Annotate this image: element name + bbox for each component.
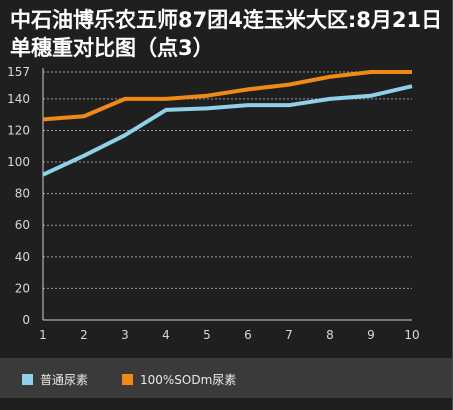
x-tick-label: 7 (285, 328, 293, 342)
x-tick-label: 6 (244, 328, 252, 342)
y-tick-label: 100 (7, 155, 30, 169)
chart-title: 中石油博乐农五师87团4连玉米大区:8月21日单穗重对比图（点3） (10, 8, 443, 60)
legend-item-series-2: 100%SODm尿素 (122, 371, 236, 388)
legend-swatch-series-1 (22, 374, 33, 385)
legend: 普通尿素 100%SODm尿素 (0, 358, 452, 398)
series-line-2 (42, 70, 412, 122)
y-tick-label: 60 (15, 218, 30, 232)
x-tick-label: 9 (367, 328, 375, 342)
y-tick-label: 40 (15, 250, 30, 264)
x-tick-label: 2 (80, 328, 88, 342)
x-tick-label: 8 (326, 328, 334, 342)
y-tick-label: 120 (7, 123, 30, 137)
x-tick-label: 4 (162, 328, 170, 342)
legend-swatch-series-2 (122, 374, 133, 385)
y-tick-label: 80 (15, 187, 30, 201)
x-tick-label: 10 (404, 328, 419, 342)
y-tick-label: 20 (15, 281, 30, 295)
series-line-1 (42, 84, 413, 177)
x-tick-label: 5 (203, 328, 211, 342)
line-chart: 0 20 40 60 80 100 120 140 157 1 2 3 4 5 6 7 8 9 10 (7, 65, 420, 342)
x-tick-label: 1 (39, 328, 47, 342)
x-tick-label: 3 (121, 328, 129, 342)
legend-label-series-2: 100%SODm尿素 (140, 373, 237, 387)
y-tick-label: 140 (7, 92, 30, 106)
legend-item-series-1: 普通尿素 (22, 371, 88, 388)
y-tick-label: 0 (22, 313, 30, 327)
legend-label-series-1: 普通尿素 (40, 373, 89, 387)
y-tick-label: 157 (7, 65, 30, 79)
